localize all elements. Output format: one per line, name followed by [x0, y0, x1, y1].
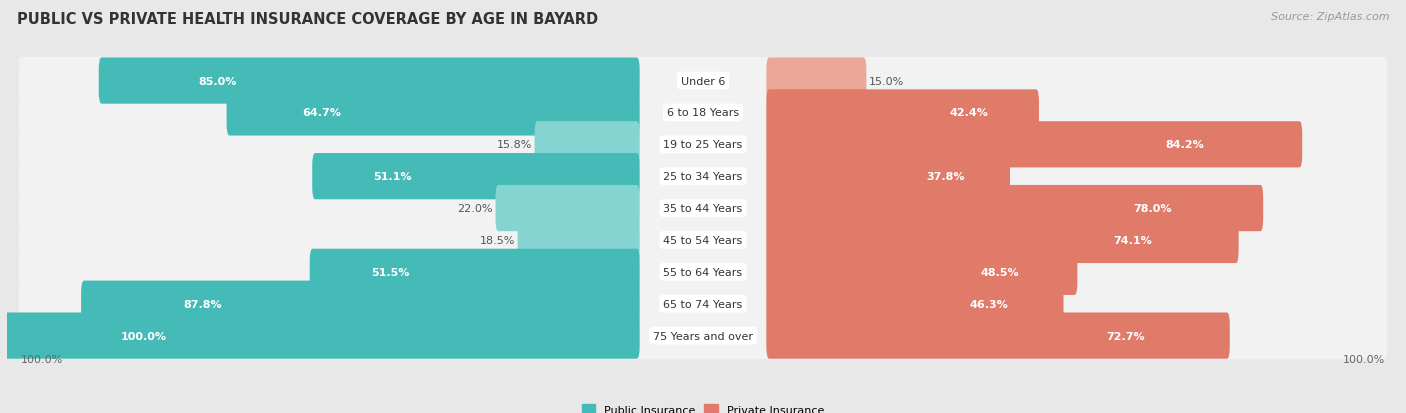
Text: Source: ZipAtlas.com: Source: ZipAtlas.com: [1271, 12, 1389, 22]
Text: 46.3%: 46.3%: [970, 299, 1008, 309]
Text: 35 to 44 Years: 35 to 44 Years: [664, 204, 742, 214]
Legend: Public Insurance, Private Insurance: Public Insurance, Private Insurance: [578, 400, 828, 413]
FancyBboxPatch shape: [766, 217, 1239, 263]
Text: 55 to 64 Years: 55 to 64 Years: [664, 267, 742, 277]
Text: 15.8%: 15.8%: [496, 140, 531, 150]
FancyBboxPatch shape: [534, 122, 640, 168]
FancyBboxPatch shape: [18, 185, 1388, 232]
Text: 100.0%: 100.0%: [121, 331, 166, 341]
FancyBboxPatch shape: [766, 58, 866, 104]
Text: 100.0%: 100.0%: [1343, 354, 1385, 364]
FancyBboxPatch shape: [18, 280, 1388, 328]
FancyBboxPatch shape: [226, 90, 640, 136]
Text: 45 to 54 Years: 45 to 54 Years: [664, 235, 742, 245]
Text: 18.5%: 18.5%: [479, 235, 515, 245]
Text: 42.4%: 42.4%: [949, 108, 988, 118]
FancyBboxPatch shape: [766, 313, 1230, 359]
Text: 51.5%: 51.5%: [371, 267, 409, 277]
FancyBboxPatch shape: [4, 313, 640, 359]
Text: PUBLIC VS PRIVATE HEALTH INSURANCE COVERAGE BY AGE IN BAYARD: PUBLIC VS PRIVATE HEALTH INSURANCE COVER…: [17, 12, 598, 27]
Text: 15.0%: 15.0%: [869, 76, 904, 86]
FancyBboxPatch shape: [766, 90, 1039, 136]
FancyBboxPatch shape: [766, 185, 1263, 232]
Text: 64.7%: 64.7%: [302, 108, 342, 118]
FancyBboxPatch shape: [18, 312, 1388, 359]
Text: 25 to 34 Years: 25 to 34 Years: [664, 172, 742, 182]
Text: 65 to 74 Years: 65 to 74 Years: [664, 299, 742, 309]
Text: 51.1%: 51.1%: [373, 172, 412, 182]
Text: 100.0%: 100.0%: [21, 354, 63, 364]
FancyBboxPatch shape: [312, 154, 640, 200]
Text: 74.1%: 74.1%: [1114, 235, 1152, 245]
FancyBboxPatch shape: [98, 58, 640, 104]
FancyBboxPatch shape: [18, 58, 1388, 105]
FancyBboxPatch shape: [18, 90, 1388, 137]
Text: 87.8%: 87.8%: [183, 299, 222, 309]
Text: 72.7%: 72.7%: [1107, 331, 1144, 341]
Text: 6 to 18 Years: 6 to 18 Years: [666, 108, 740, 118]
Text: 22.0%: 22.0%: [457, 204, 492, 214]
Text: Under 6: Under 6: [681, 76, 725, 86]
Text: 78.0%: 78.0%: [1133, 204, 1173, 214]
Text: 48.5%: 48.5%: [981, 267, 1019, 277]
Text: 75 Years and over: 75 Years and over: [652, 331, 754, 341]
FancyBboxPatch shape: [517, 217, 640, 263]
FancyBboxPatch shape: [766, 122, 1302, 168]
FancyBboxPatch shape: [766, 154, 1010, 200]
FancyBboxPatch shape: [766, 281, 1063, 327]
FancyBboxPatch shape: [18, 121, 1388, 169]
FancyBboxPatch shape: [766, 249, 1077, 295]
FancyBboxPatch shape: [309, 249, 640, 295]
Text: 19 to 25 Years: 19 to 25 Years: [664, 140, 742, 150]
Text: 84.2%: 84.2%: [1166, 140, 1204, 150]
FancyBboxPatch shape: [18, 217, 1388, 264]
FancyBboxPatch shape: [18, 249, 1388, 296]
FancyBboxPatch shape: [82, 281, 640, 327]
Text: 37.8%: 37.8%: [925, 172, 965, 182]
FancyBboxPatch shape: [18, 153, 1388, 200]
Text: 85.0%: 85.0%: [198, 76, 236, 86]
FancyBboxPatch shape: [495, 185, 640, 232]
